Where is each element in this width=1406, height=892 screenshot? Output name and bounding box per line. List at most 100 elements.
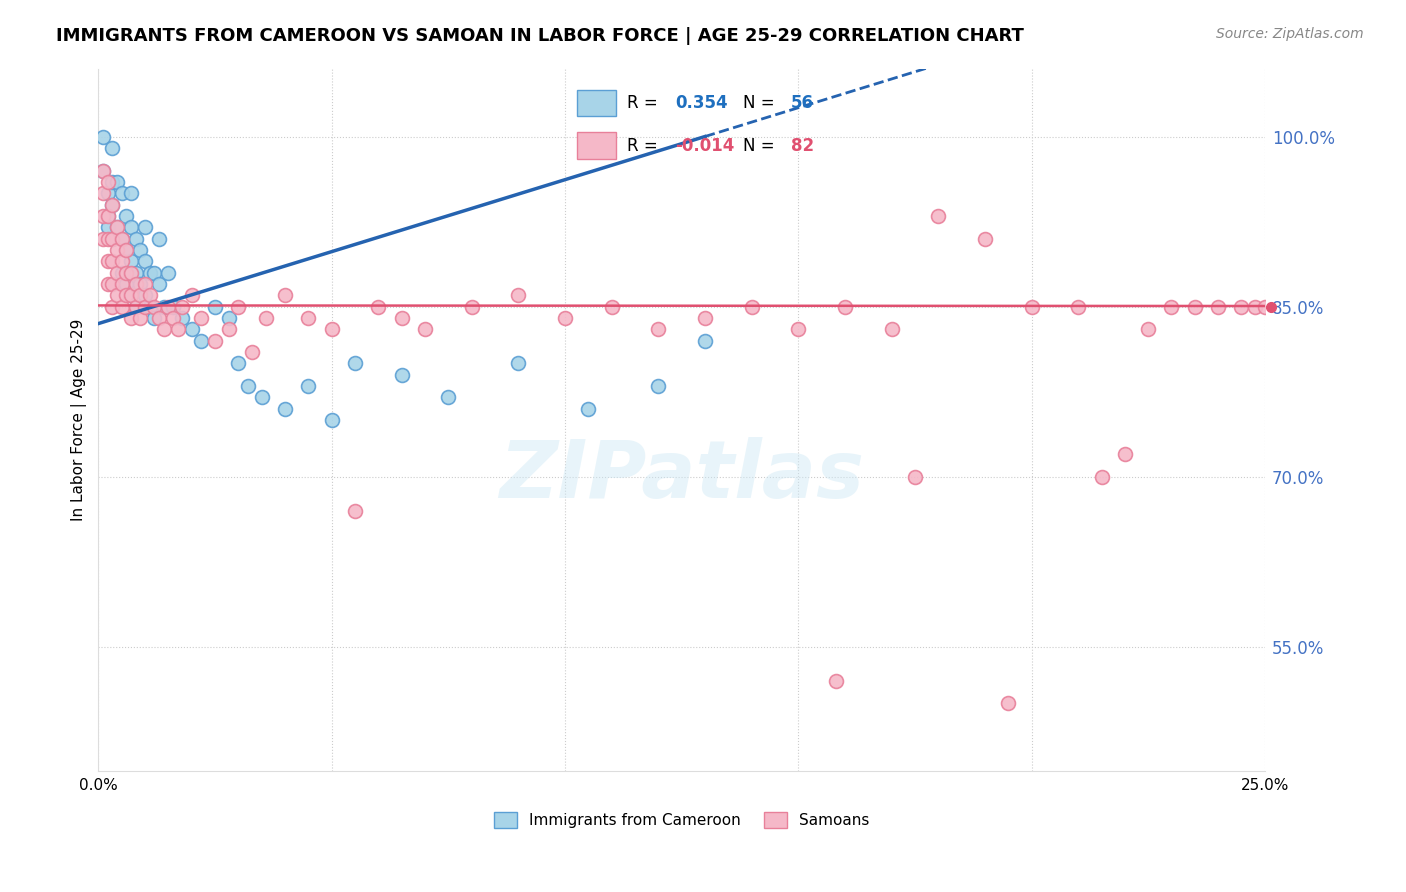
Point — [105, 220, 128, 235]
Point — [111, 266, 134, 280]
Point — [1160, 300, 1182, 314]
Point — [97, 231, 120, 245]
Point — [101, 277, 124, 291]
Point — [1090, 469, 1112, 483]
Point — [101, 231, 124, 245]
Point — [228, 300, 250, 314]
Point — [157, 300, 180, 314]
Point — [693, 310, 716, 325]
Point — [148, 277, 170, 291]
Point — [693, 334, 716, 348]
Point — [297, 310, 319, 325]
Point — [204, 334, 226, 348]
Point — [297, 379, 319, 393]
Point — [274, 401, 297, 416]
Y-axis label: In Labor Force | Age 25-29: In Labor Force | Age 25-29 — [72, 318, 87, 521]
Point — [180, 288, 202, 302]
Point — [166, 322, 188, 336]
Legend: Immigrants from Cameroon, Samoans: Immigrants from Cameroon, Samoans — [488, 805, 876, 834]
Point — [101, 300, 124, 314]
Point — [236, 379, 259, 393]
Point — [101, 231, 124, 245]
Point — [787, 322, 810, 336]
Point — [190, 310, 212, 325]
Point — [647, 322, 669, 336]
Point — [134, 277, 156, 291]
Point — [391, 310, 413, 325]
Point — [391, 368, 413, 382]
Point — [91, 129, 114, 144]
Point — [111, 231, 134, 245]
Point — [1230, 300, 1253, 314]
Point — [115, 288, 138, 302]
Point — [129, 310, 152, 325]
Point — [97, 175, 120, 189]
Point — [124, 231, 146, 245]
Point — [321, 413, 343, 427]
Point — [508, 288, 530, 302]
Point — [204, 300, 226, 314]
Point — [218, 322, 240, 336]
Point — [115, 243, 138, 257]
Point — [120, 310, 142, 325]
Point — [129, 243, 152, 257]
Point — [254, 310, 277, 325]
Point — [115, 209, 138, 223]
Point — [508, 356, 530, 370]
Point — [115, 243, 138, 257]
Text: Source: ZipAtlas.com: Source: ZipAtlas.com — [1216, 27, 1364, 41]
Point — [124, 300, 146, 314]
Text: IMMIGRANTS FROM CAMEROON VS SAMOAN IN LABOR FORCE | AGE 25-29 CORRELATION CHART: IMMIGRANTS FROM CAMEROON VS SAMOAN IN LA… — [56, 27, 1024, 45]
Text: ZIPatlas: ZIPatlas — [499, 437, 865, 516]
Point — [134, 220, 156, 235]
Point — [437, 390, 460, 404]
Point — [1184, 300, 1206, 314]
Point — [91, 163, 114, 178]
Point — [143, 300, 166, 314]
Point — [157, 266, 180, 280]
Point — [120, 220, 142, 235]
Point — [111, 277, 134, 291]
Point — [741, 300, 763, 314]
Point — [904, 469, 927, 483]
Point — [250, 390, 273, 404]
Point — [138, 288, 160, 302]
Point — [120, 266, 142, 280]
Point — [111, 186, 134, 201]
Point — [101, 197, 124, 211]
Point — [105, 266, 128, 280]
Point — [134, 300, 156, 314]
Point — [162, 310, 184, 325]
Point — [218, 310, 240, 325]
Point — [124, 277, 146, 291]
Point — [600, 300, 623, 314]
Point — [460, 300, 482, 314]
Point — [111, 300, 134, 314]
Point — [97, 277, 120, 291]
Point — [97, 209, 120, 223]
Point — [343, 356, 366, 370]
Point — [111, 254, 134, 268]
Point — [1021, 300, 1043, 314]
Point — [1254, 300, 1277, 314]
Point — [97, 254, 120, 268]
Point — [240, 345, 263, 359]
Point — [190, 334, 212, 348]
Point — [124, 266, 146, 280]
Point — [180, 322, 202, 336]
Point — [97, 220, 120, 235]
Point — [105, 175, 128, 189]
Point — [1114, 447, 1136, 461]
Point — [1244, 300, 1267, 314]
Point — [162, 300, 184, 314]
Point — [228, 356, 250, 370]
Point — [834, 300, 856, 314]
Point — [880, 322, 903, 336]
Point — [1206, 300, 1229, 314]
Point — [824, 673, 846, 688]
Point — [120, 186, 142, 201]
Point — [172, 300, 194, 314]
Point — [152, 300, 174, 314]
Point — [576, 401, 599, 416]
Point — [134, 288, 156, 302]
